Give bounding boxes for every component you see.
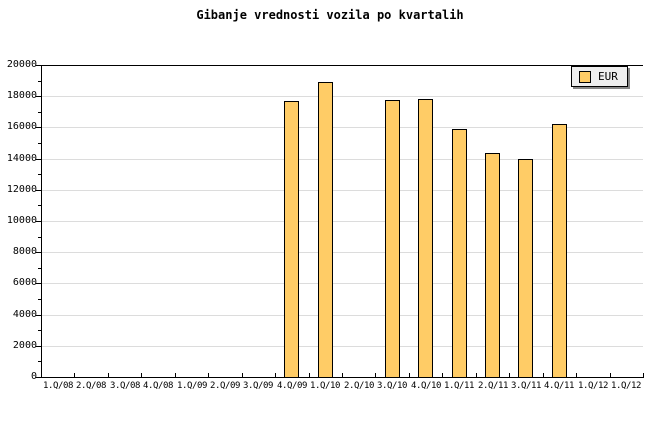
gridline — [41, 252, 643, 253]
y-major-tick — [36, 96, 41, 97]
x-tick — [509, 373, 510, 377]
bar-4.Q/09 — [284, 101, 299, 378]
x-tick-label: 1.Q/10 — [309, 381, 341, 391]
x-tick-label: 4.Q/08 — [142, 381, 174, 391]
y-minor-tick — [38, 299, 41, 300]
x-tick — [74, 373, 75, 377]
x-tick-label: 1.Q/08 — [42, 381, 74, 391]
y-major-tick — [36, 315, 41, 316]
x-tick-label: 3.Q/10 — [376, 381, 408, 391]
y-tick-label: 20000 — [6, 59, 37, 70]
x-tick-label: 1.Q/09 — [176, 381, 208, 391]
x-tick — [610, 373, 611, 377]
x-tick — [108, 373, 109, 377]
y-major-tick — [36, 346, 41, 347]
bar-3.Q/10 — [385, 100, 400, 378]
y-major-tick — [36, 283, 41, 284]
y-major-tick — [36, 221, 41, 222]
gridline — [41, 283, 643, 284]
x-tick-label: 1.Q/12 — [577, 381, 609, 391]
x-tick — [309, 373, 310, 377]
chart-title: Gibanje vrednosti vozila po kvartalih — [196, 8, 464, 22]
x-tick — [543, 373, 544, 377]
x-tick — [375, 373, 376, 377]
x-tick-label: 2.Q/10 — [343, 381, 375, 391]
x-tick — [476, 373, 477, 377]
x-tick-label: 3.Q/09 — [242, 381, 274, 391]
y-major-tick — [36, 190, 41, 191]
bar-2.Q/11 — [485, 153, 500, 378]
y-tick-label: 6000 — [12, 277, 37, 288]
y-major-tick — [36, 127, 41, 128]
x-tick — [141, 373, 142, 377]
x-axis-line — [41, 377, 644, 378]
gridline — [41, 159, 643, 160]
bar-4.Q/10 — [418, 99, 433, 378]
x-tick-label: 1.Q/12 — [610, 381, 642, 391]
y-tick-label: 16000 — [6, 121, 37, 132]
y-axis-line — [41, 65, 42, 378]
y-minor-tick — [38, 268, 41, 269]
x-tick — [342, 373, 343, 377]
y-tick-label: 4000 — [12, 309, 37, 320]
y-tick-label: 18000 — [6, 90, 37, 101]
x-tick — [208, 373, 209, 377]
y-major-tick — [36, 377, 41, 378]
y-major-tick — [36, 252, 41, 253]
gridline — [41, 315, 643, 316]
x-tick-label: 2.Q/11 — [477, 381, 509, 391]
y-minor-tick — [38, 237, 41, 238]
x-tick — [41, 373, 42, 377]
x-tick — [643, 373, 644, 377]
y-minor-tick — [38, 81, 41, 82]
gridline — [41, 190, 643, 191]
x-tick — [576, 373, 577, 377]
y-tick-label: 14000 — [6, 153, 37, 164]
x-tick — [275, 373, 276, 377]
y-tick-label: 12000 — [6, 184, 37, 195]
y-tick-label: 0 — [30, 371, 37, 382]
x-tick-label: 3.Q/11 — [510, 381, 542, 391]
legend: EUR — [571, 66, 628, 87]
y-minor-tick — [38, 143, 41, 144]
x-tick — [442, 373, 443, 377]
gridline — [41, 127, 643, 128]
y-tick-label: 2000 — [12, 340, 37, 351]
x-tick-label: 1.Q/11 — [443, 381, 475, 391]
x-tick-label: 2.Q/09 — [209, 381, 241, 391]
y-major-tick — [36, 65, 41, 66]
x-tick-label: 4.Q/10 — [410, 381, 442, 391]
x-tick — [242, 373, 243, 377]
y-minor-tick — [38, 205, 41, 206]
bar-1.Q/10 — [318, 82, 333, 378]
y-major-tick — [36, 159, 41, 160]
y-tick-label: 8000 — [12, 246, 37, 257]
x-tick-label: 4.Q/09 — [276, 381, 308, 391]
x-tick — [175, 373, 176, 377]
bar-3.Q/11 — [518, 159, 533, 378]
plot-top-border — [41, 65, 643, 66]
y-minor-tick — [38, 330, 41, 331]
gridline — [41, 96, 643, 97]
gridline — [41, 221, 643, 222]
bar-1.Q/11 — [452, 129, 467, 378]
y-minor-tick — [38, 361, 41, 362]
bar-4.Q/11 — [552, 124, 567, 378]
y-minor-tick — [38, 112, 41, 113]
x-tick-label: 4.Q/11 — [543, 381, 575, 391]
legend-label: EUR — [598, 70, 618, 83]
x-tick-label: 3.Q/08 — [109, 381, 141, 391]
gridline — [41, 346, 643, 347]
x-tick-label: 2.Q/08 — [75, 381, 107, 391]
y-tick-label: 10000 — [6, 215, 37, 226]
legend-swatch-eur — [579, 70, 591, 83]
x-tick — [409, 373, 410, 377]
y-minor-tick — [38, 174, 41, 175]
